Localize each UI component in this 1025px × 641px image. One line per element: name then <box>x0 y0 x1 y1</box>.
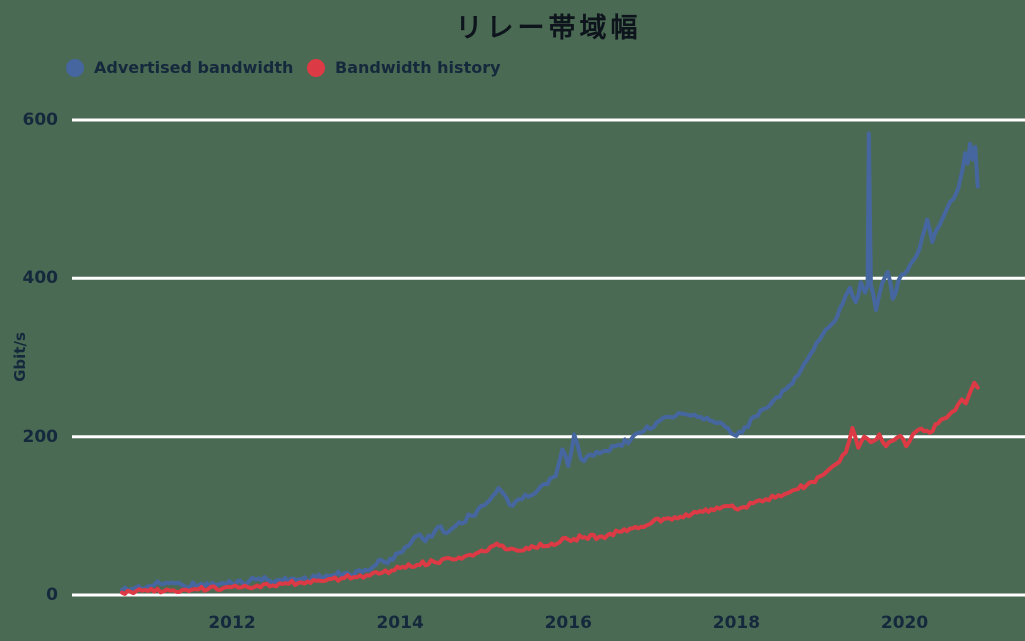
legend: Advertised bandwidth Bandwidth history <box>0 58 1025 80</box>
series-line-advertised-bandwidth <box>119 131 980 593</box>
legend-item-bandwidth-history: Bandwidth history <box>307 58 501 77</box>
legend-dot-icon <box>307 58 325 77</box>
x-tick-2016: 2016 <box>544 613 592 633</box>
y-tick-400: 400 <box>22 268 59 289</box>
legend-label: Advertised bandwidth <box>94 58 294 77</box>
y-tick-200: 200 <box>22 426 59 447</box>
x-tick-2012: 2012 <box>208 613 256 633</box>
y-tick-0: 0 <box>46 585 58 605</box>
legend-dot-icon <box>66 58 84 77</box>
legend-label: Bandwidth history <box>335 58 501 77</box>
series-line-bandwidth-history <box>119 380 980 596</box>
legend-item-advertised-bandwidth: Advertised bandwidth <box>66 58 293 77</box>
y-tick-600: 600 <box>22 109 59 130</box>
x-tick-2014: 2014 <box>376 613 424 633</box>
x-tick-2018: 2018 <box>712 613 761 633</box>
page-title: リレー帯域幅 <box>455 13 642 44</box>
y-axis-label: Gbit/s <box>11 332 29 382</box>
x-tick-2020: 2020 <box>880 613 929 633</box>
